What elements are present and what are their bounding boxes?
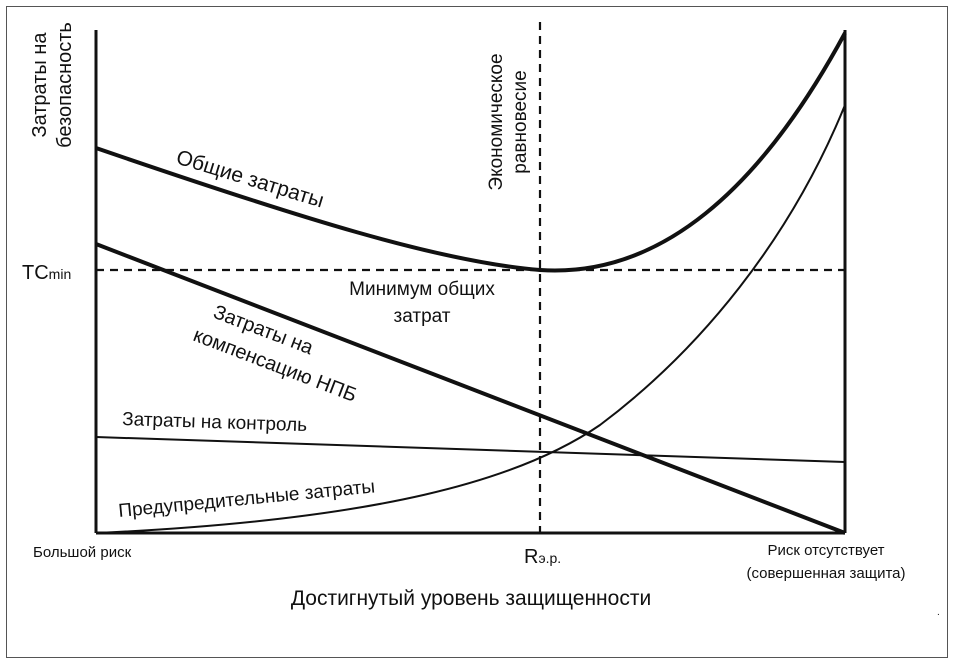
x-tick-right-line2: (совершенная защита) — [746, 565, 905, 582]
compensation-costs-line — [95, 242, 846, 535]
equilibrium-label-line2: равновесие — [510, 70, 531, 173]
total-costs-curve — [95, 32, 847, 273]
x-axis-title: Достигнутый уровень защищенности — [291, 587, 651, 610]
equilibrium-label-line1: Экономическое — [486, 53, 507, 190]
x-tick-left: Большой риск — [33, 544, 132, 561]
preventive-costs-label: Предупредительные затраты — [117, 476, 376, 522]
min-total-label-line1: Минимум общих — [349, 279, 495, 300]
stray-mark: . — [937, 607, 940, 618]
figure-frame — [6, 6, 948, 658]
total-costs-label: Общие затраты — [174, 146, 327, 213]
x-tick-right-line1: Риск отсутствует — [767, 542, 884, 559]
control-costs-line — [95, 436, 846, 463]
y-axis-title-line2: безопасность — [54, 22, 76, 148]
control-costs-label: Затраты на контроль — [122, 409, 308, 436]
y-axis-title-line1: Затраты на — [29, 32, 51, 138]
x-tick-mid: Rэ.р. — [524, 546, 561, 568]
min-total-label-line2: затрат — [394, 306, 451, 327]
preventive-costs-curve — [95, 104, 846, 534]
tcmin-tick-label: TCmin — [22, 262, 71, 284]
